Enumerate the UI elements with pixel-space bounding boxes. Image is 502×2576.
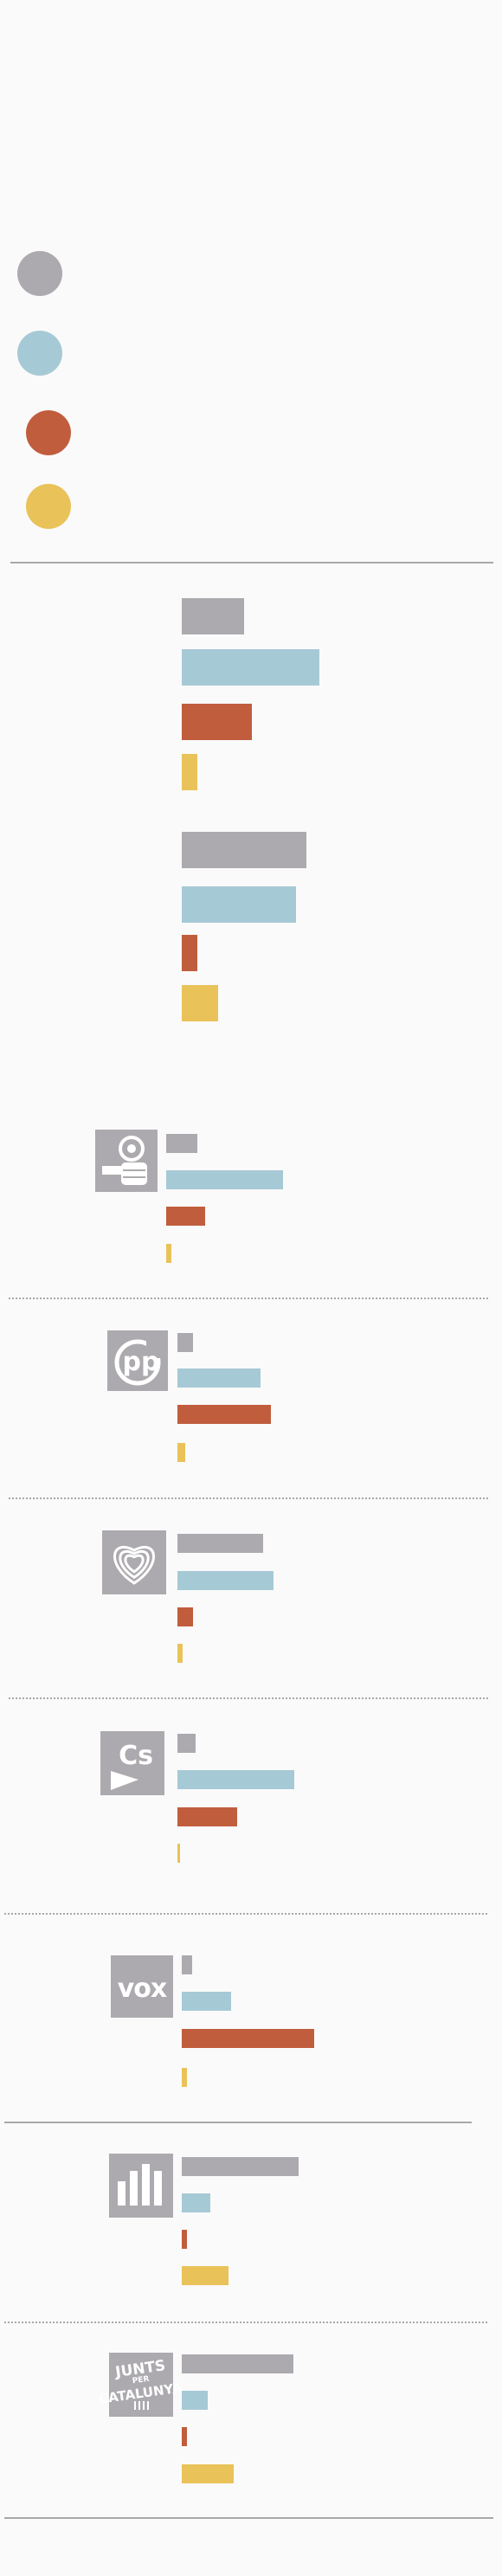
bar-6-1 <box>182 1992 231 2011</box>
bar-8-1 <box>182 2391 208 2410</box>
bar-2-1 <box>166 1170 283 1189</box>
bar-group-2 <box>166 1134 283 1263</box>
bar-7-0 <box>182 2157 299 2176</box>
bar-group-1 <box>182 832 306 1021</box>
bar-5-1 <box>177 1770 294 1789</box>
psc-rose-fist-icon <box>95 1130 158 1192</box>
legend-swatch-3 <box>26 484 71 529</box>
erc-logo-icon <box>109 2154 173 2218</box>
bar-6-0 <box>182 1955 192 1974</box>
bar-0-3 <box>182 754 197 790</box>
bar-3-0 <box>177 1333 193 1352</box>
bar-8-2 <box>182 2427 187 2446</box>
bar-group-5 <box>177 1734 294 1863</box>
vox-logo-icon: vox <box>111 1955 173 2018</box>
cs-logo-icon: Cs <box>100 1731 164 1795</box>
bar-6-2 <box>182 2029 314 2048</box>
bar-1-0 <box>182 832 306 868</box>
svg-text:vox: vox <box>118 1974 167 2004</box>
bar-1-3 <box>182 985 218 1021</box>
bar-0-1 <box>182 649 319 686</box>
bar-group-0 <box>182 598 319 790</box>
bar-7-2 <box>182 2230 187 2249</box>
bar-4-1 <box>177 1571 274 1590</box>
bar-4-0 <box>177 1534 263 1553</box>
legend <box>17 251 71 529</box>
bar-group-7 <box>182 2157 299 2285</box>
bar-3-3 <box>177 1443 185 1462</box>
bar-7-1 <box>182 2193 210 2212</box>
svg-text:PER: PER <box>132 2375 150 2386</box>
bar-groups <box>166 598 319 2483</box>
pp-logo-icon: pp <box>107 1330 168 1391</box>
bar-8-3 <box>182 2464 234 2483</box>
bar-4-3 <box>177 1644 183 1663</box>
legend-swatch-2 <box>26 410 71 455</box>
divider-lines <box>4 562 493 2519</box>
bar-5-0 <box>177 1734 196 1753</box>
bar-4-2 <box>177 1607 193 1626</box>
bar-0-0 <box>182 598 244 634</box>
bar-2-2 <box>166 1207 205 1226</box>
bar-0-2 <box>182 704 252 740</box>
bar-5-2 <box>177 1807 237 1826</box>
bar-5-3 <box>177 1844 180 1863</box>
legend-swatch-0 <box>17 251 62 296</box>
bar-2-0 <box>166 1134 197 1153</box>
comuns-heart-icon <box>102 1530 166 1594</box>
bar-group-6 <box>182 1955 314 2087</box>
bar-group-8 <box>182 2354 293 2483</box>
bar-6-3 <box>182 2068 187 2087</box>
bar-3-2 <box>177 1405 271 1424</box>
bar-1-1 <box>182 886 296 923</box>
bar-group-4 <box>177 1534 274 1663</box>
bar-1-2 <box>182 935 197 971</box>
legend-swatch-1 <box>17 331 62 376</box>
bar-3-1 <box>177 1368 261 1388</box>
bar-2-3 <box>166 1244 171 1263</box>
bar-8-0 <box>182 2354 293 2373</box>
svg-text:Cs: Cs <box>119 1741 153 1771</box>
svg-text:pp: pp <box>123 1347 160 1377</box>
bar-7-3 <box>182 2266 228 2285</box>
bar-group-3 <box>177 1333 271 1462</box>
